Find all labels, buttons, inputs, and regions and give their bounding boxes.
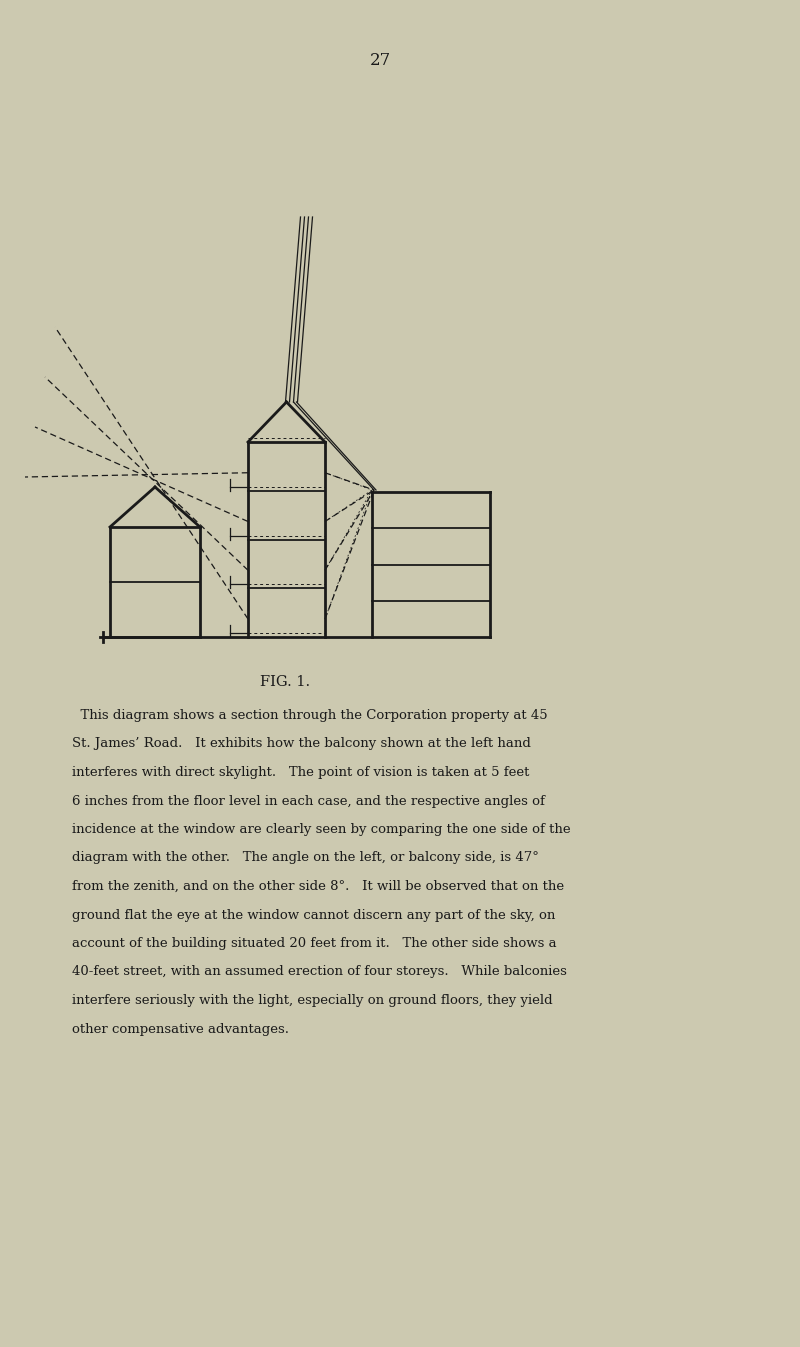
Text: 40-feet street, with an assumed erection of four storeys.   While balconies: 40-feet street, with an assumed erection… xyxy=(72,966,567,978)
Text: 27: 27 xyxy=(370,53,390,69)
Text: other compensative advantages.: other compensative advantages. xyxy=(72,1022,289,1036)
Text: FIG. 1.: FIG. 1. xyxy=(260,675,310,690)
Text: incidence at the window are clearly seen by comparing the one side of the: incidence at the window are clearly seen… xyxy=(72,823,570,836)
Text: interfere seriously with the light, especially on ground floors, they yield: interfere seriously with the light, espe… xyxy=(72,994,553,1008)
Text: interferes with direct skylight.   The point of vision is taken at 5 feet: interferes with direct skylight. The poi… xyxy=(72,766,530,779)
Text: account of the building situated 20 feet from it.   The other side shows a: account of the building situated 20 feet… xyxy=(72,938,557,950)
Text: St. James’ Road.   It exhibits how the balcony shown at the left hand: St. James’ Road. It exhibits how the bal… xyxy=(72,738,531,750)
Text: diagram with the other.   The angle on the left, or balcony side, is 47°: diagram with the other. The angle on the… xyxy=(72,851,539,865)
Text: ground flat the eye at the window cannot discern any part of the sky, on: ground flat the eye at the window cannot… xyxy=(72,908,555,921)
Text: This diagram shows a section through the Corporation property at 45: This diagram shows a section through the… xyxy=(72,709,548,722)
Text: 6 inches from the floor level in each case, and the respective angles of: 6 inches from the floor level in each ca… xyxy=(72,795,545,807)
Text: from the zenith, and on the other side 8°.   It will be observed that on the: from the zenith, and on the other side 8… xyxy=(72,880,564,893)
